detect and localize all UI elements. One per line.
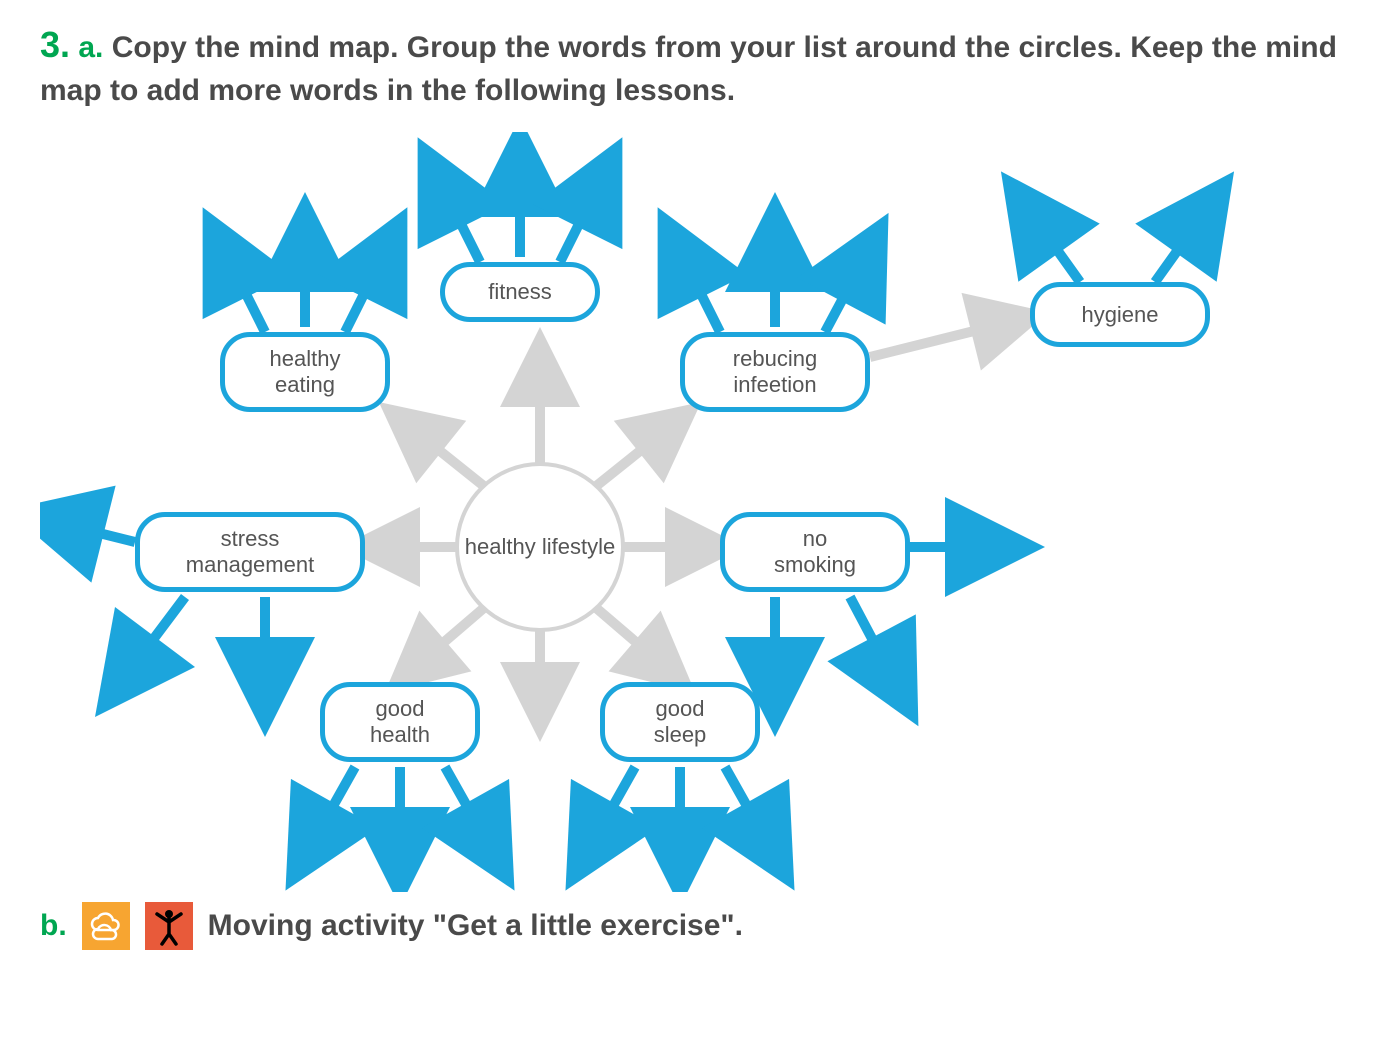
node-label: no smoking (774, 526, 856, 579)
node-label: hygiene (1081, 302, 1158, 328)
mind-map-diagram: healthy lifestyle fitness healthy eating… (40, 132, 1340, 892)
question-header: 3. a. Copy the mind map. Group the words… (40, 20, 1342, 112)
footer-row: b. Moving activity "Get a little exercis… (40, 902, 1342, 950)
node-label: healthy eating (270, 346, 341, 399)
question-sub-b: b. (40, 909, 67, 943)
node-stress-management: stress management (135, 512, 365, 592)
footer-text: Moving activity "Get a little exercise". (208, 909, 743, 943)
cloud-icon (82, 902, 130, 950)
node-no-smoking: no smoking (720, 512, 910, 592)
node-label: rebucing infeetion (733, 346, 817, 399)
node-reducing-infection: rebucing infeetion (680, 332, 870, 412)
node-fitness: fitness (440, 262, 600, 322)
center-node: healthy lifestyle (455, 462, 625, 632)
node-label: stress management (186, 526, 314, 579)
question-sub-a: a. (78, 31, 103, 64)
node-good-health: good health (320, 682, 480, 762)
question-text-a: Copy the mind map. Group the words from … (40, 31, 1337, 107)
question-number: 3. (40, 24, 70, 65)
node-label: good sleep (654, 696, 707, 749)
person-icon (145, 902, 193, 950)
node-good-sleep: good sleep (600, 682, 760, 762)
node-label: fitness (488, 279, 552, 305)
node-healthy-eating: healthy eating (220, 332, 390, 412)
center-label: healthy lifestyle (465, 534, 615, 560)
node-label: good health (370, 696, 430, 749)
node-hygiene: hygiene (1030, 282, 1210, 347)
